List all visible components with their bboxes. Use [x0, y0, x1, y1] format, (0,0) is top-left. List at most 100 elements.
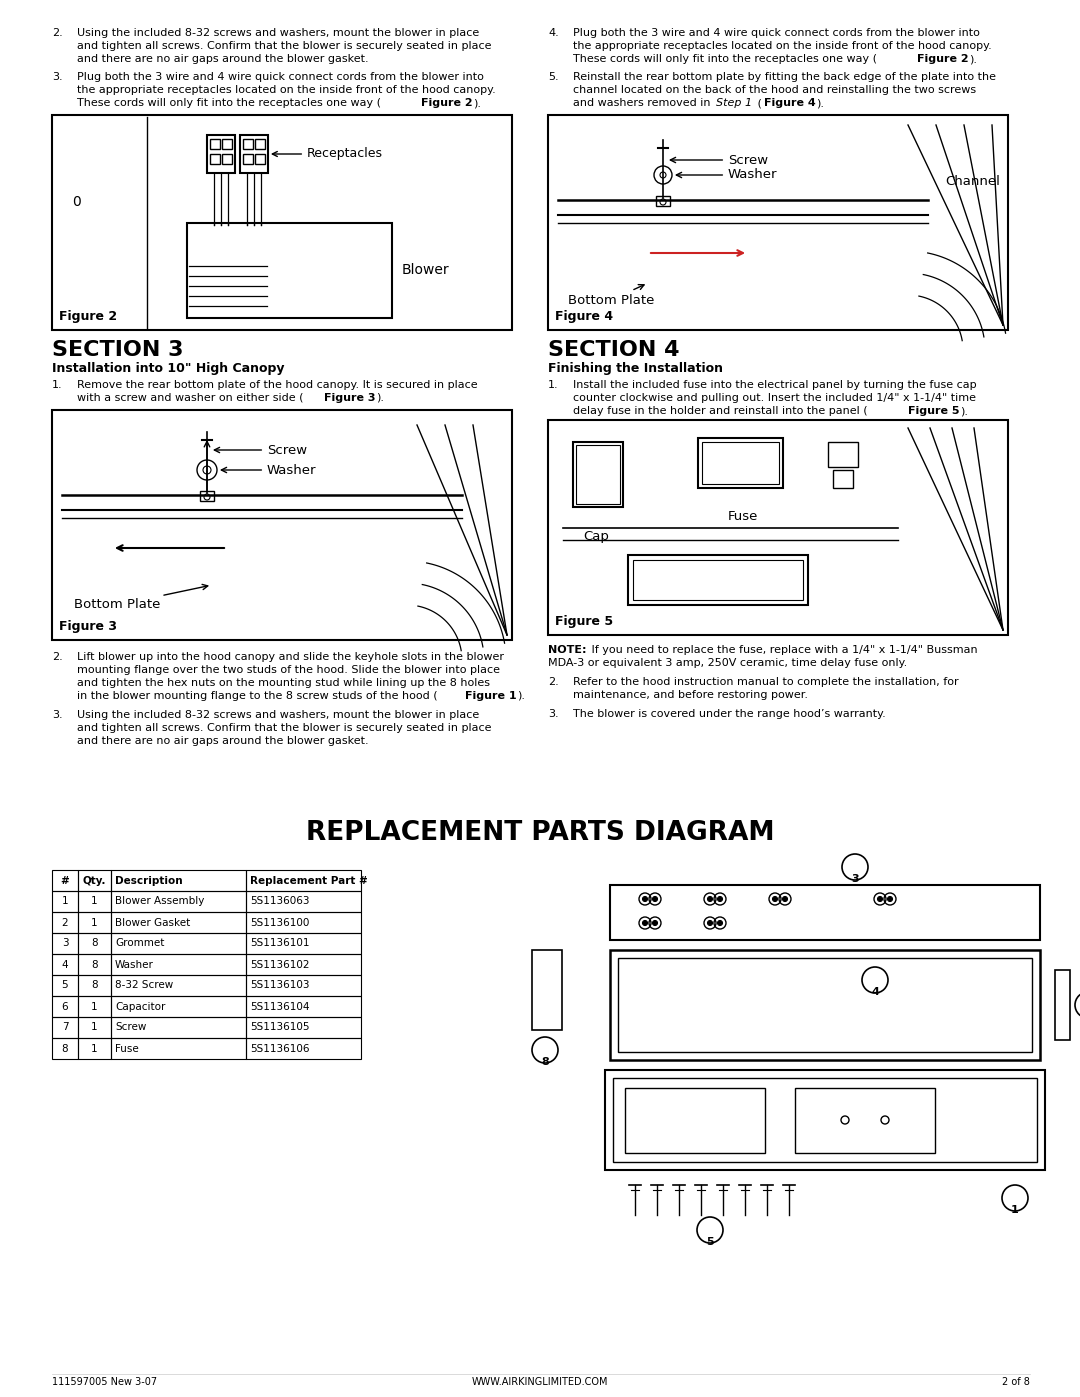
- Text: SECTION 4: SECTION 4: [548, 339, 679, 360]
- Text: Qty.: Qty.: [83, 876, 106, 886]
- Text: in the blower mounting flange to the 8 screw studs of the hood (: in the blower mounting flange to the 8 s…: [77, 692, 437, 701]
- Circle shape: [652, 897, 658, 901]
- Text: Finishing the Installation: Finishing the Installation: [548, 362, 723, 374]
- Text: Cap: Cap: [583, 529, 609, 543]
- Text: Lift blower up into the hood canopy and slide the keyhole slots in the blower: Lift blower up into the hood canopy and …: [77, 652, 504, 662]
- Text: 5S1136100: 5S1136100: [249, 918, 309, 928]
- Bar: [78, 1017, 111, 1038]
- Text: Screw: Screw: [214, 443, 307, 457]
- Bar: [52, 912, 78, 933]
- Text: 3: 3: [62, 939, 68, 949]
- Text: 5S1136104: 5S1136104: [249, 1002, 310, 1011]
- Bar: [246, 912, 361, 933]
- Bar: [828, 441, 858, 467]
- Bar: [207, 136, 235, 173]
- Text: 4: 4: [872, 988, 879, 997]
- Bar: [576, 446, 620, 504]
- Bar: [52, 1017, 78, 1038]
- Text: Blower: Blower: [402, 263, 449, 277]
- Text: Figure 5: Figure 5: [908, 407, 959, 416]
- Bar: [111, 996, 246, 1017]
- Text: Screw: Screw: [671, 154, 768, 166]
- Text: and there are no air gaps around the blower gasket.: and there are no air gaps around the blo…: [77, 54, 368, 64]
- Text: Description: Description: [114, 876, 183, 886]
- Circle shape: [783, 897, 787, 901]
- Bar: [255, 138, 265, 149]
- Circle shape: [652, 921, 658, 925]
- Text: Install the included fuse into the electrical panel by turning the fuse cap: Install the included fuse into the elect…: [573, 380, 976, 390]
- Circle shape: [707, 921, 713, 925]
- Text: 5S1136106: 5S1136106: [249, 1044, 310, 1053]
- Text: channel located on the back of the hood and reinstalling the two screws: channel located on the back of the hood …: [573, 85, 976, 95]
- Text: ).: ).: [969, 54, 977, 64]
- Bar: [111, 891, 246, 912]
- Bar: [52, 954, 78, 975]
- Text: #: #: [60, 876, 69, 886]
- Text: and tighten all screws. Confirm that the blower is securely seated in place: and tighten all screws. Confirm that the…: [77, 724, 491, 733]
- Text: 4: 4: [62, 960, 68, 970]
- Bar: [548, 420, 1008, 636]
- Bar: [610, 886, 1040, 940]
- Text: ).: ).: [960, 407, 968, 416]
- Bar: [200, 490, 214, 502]
- Bar: [111, 912, 246, 933]
- Text: delay fuse in the holder and reinstall into the panel (: delay fuse in the holder and reinstall i…: [573, 407, 867, 416]
- Text: Screw: Screw: [114, 1023, 147, 1032]
- Text: Refer to the hood instruction manual to complete the installation, for: Refer to the hood instruction manual to …: [573, 678, 959, 687]
- Bar: [52, 409, 512, 640]
- Text: 2.: 2.: [52, 652, 63, 662]
- Text: Figure 5: Figure 5: [555, 615, 613, 629]
- Text: SECTION 3: SECTION 3: [52, 339, 184, 360]
- Text: 7: 7: [62, 1023, 68, 1032]
- Text: 5: 5: [706, 1236, 714, 1248]
- Bar: [698, 439, 783, 488]
- Bar: [246, 996, 361, 1017]
- Bar: [52, 933, 78, 954]
- Circle shape: [697, 1217, 723, 1243]
- Bar: [246, 975, 361, 996]
- Bar: [833, 469, 853, 488]
- Bar: [78, 912, 111, 933]
- Text: Blower Assembly: Blower Assembly: [114, 897, 204, 907]
- Bar: [78, 933, 111, 954]
- Circle shape: [532, 1037, 558, 1063]
- Text: Step 1: Step 1: [716, 98, 752, 108]
- Bar: [210, 138, 220, 149]
- Text: 3.: 3.: [548, 710, 558, 719]
- Bar: [78, 975, 111, 996]
- Text: 8: 8: [91, 960, 98, 970]
- Text: 4.: 4.: [548, 28, 558, 38]
- Circle shape: [888, 897, 892, 901]
- Bar: [222, 138, 232, 149]
- Bar: [222, 154, 232, 163]
- Text: Washer: Washer: [221, 464, 316, 476]
- Text: 8-32 Screw: 8-32 Screw: [114, 981, 173, 990]
- Text: 2 of 8: 2 of 8: [1002, 1377, 1030, 1387]
- Bar: [52, 115, 512, 330]
- Circle shape: [643, 921, 648, 925]
- Bar: [795, 1088, 935, 1153]
- Text: 1: 1: [91, 897, 98, 907]
- Text: These cords will only fit into the receptacles one way (: These cords will only fit into the recep…: [77, 98, 381, 108]
- Bar: [243, 138, 253, 149]
- Text: 1: 1: [91, 1002, 98, 1011]
- Bar: [618, 958, 1032, 1052]
- Text: 8: 8: [541, 1058, 549, 1067]
- Text: Blower Gasket: Blower Gasket: [114, 918, 190, 928]
- Text: Washer: Washer: [114, 960, 153, 970]
- Text: 1: 1: [91, 918, 98, 928]
- Text: 8: 8: [91, 939, 98, 949]
- Bar: [52, 975, 78, 996]
- Text: 5.: 5.: [548, 73, 558, 82]
- Bar: [246, 891, 361, 912]
- Circle shape: [842, 854, 868, 880]
- Text: 8: 8: [62, 1044, 68, 1053]
- Bar: [610, 950, 1040, 1060]
- Circle shape: [1075, 992, 1080, 1018]
- Bar: [246, 870, 361, 891]
- Text: 5: 5: [62, 981, 68, 990]
- Text: 3.: 3.: [52, 73, 63, 82]
- Bar: [78, 954, 111, 975]
- Bar: [240, 136, 268, 173]
- Text: (: (: [754, 98, 761, 108]
